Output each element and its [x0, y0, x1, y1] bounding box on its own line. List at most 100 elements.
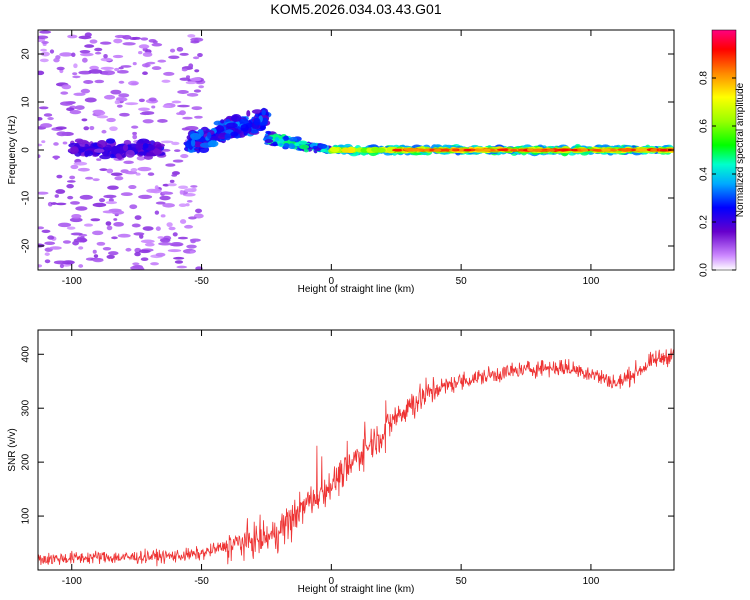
- spectrogram-cell: [659, 148, 668, 152]
- spectrogram-cell: [103, 94, 116, 100]
- spectrogram-cell: [176, 104, 190, 108]
- spectrogram-cell: [118, 93, 130, 98]
- spectrogram-xlabel: Height of straight line (km): [298, 284, 415, 295]
- spectrogram-cell: [265, 130, 272, 134]
- spectrogram-cell: [172, 232, 178, 237]
- spectrogram-cell: [188, 63, 194, 69]
- spectrogram-cell: [114, 99, 120, 105]
- spectrogram-cell: [124, 102, 139, 106]
- spectrogram-cell: [71, 52, 76, 58]
- spectrogram-cell: [392, 148, 403, 152]
- spectrogram-cell: [62, 240, 72, 244]
- spectrogram-cell: [142, 71, 148, 76]
- spectrogram-cell: [318, 143, 328, 149]
- spectrogram-cell: [107, 185, 119, 190]
- spectrogram-cell: [162, 203, 175, 208]
- spectrogram-cell: [125, 149, 135, 158]
- spectrogram-cell: [185, 81, 197, 85]
- spectrogram-cell: [115, 153, 122, 159]
- spectrogram-cell: [67, 34, 78, 39]
- spectrogram-cell: [99, 41, 112, 45]
- snr-series-line: [38, 348, 674, 567]
- spectrogram-cell: [341, 147, 351, 153]
- snr-frame: [37, 329, 675, 571]
- spectrogram-cell: [99, 168, 108, 171]
- spectrogram-cell: [134, 215, 142, 220]
- spectrogram-cell: [129, 204, 138, 210]
- spectrogram-cell: [186, 92, 199, 97]
- spectrogram-cell: [123, 160, 134, 164]
- spectrogram-cell: [650, 148, 658, 152]
- spectrogram-cell: [94, 47, 103, 52]
- spectrogram-cell: [161, 79, 171, 83]
- spectrogram-cell: [70, 201, 80, 205]
- spectrogram-cell: [182, 116, 193, 120]
- spectrogram-cell: [106, 254, 115, 259]
- spectrogram-cell: [166, 222, 173, 228]
- figure-title: KOM5.2026.034.03.43.G01: [270, 1, 441, 17]
- spectrogram-cell: [70, 146, 79, 155]
- spectrogram-cell: [130, 168, 138, 172]
- spectrogram-cell: [106, 168, 114, 174]
- spectrogram-cell: [297, 140, 308, 145]
- spectrogram-cell: [184, 224, 194, 229]
- spectrogram-cell: [61, 84, 72, 90]
- spectrogram-cell: [101, 129, 107, 134]
- snr-panel: -100 -50 0 50 100 100 200 300 400 Height of stra…: [7, 329, 675, 595]
- spectrogram-cell: [165, 163, 176, 167]
- spectrogram-cell: [83, 223, 94, 227]
- spectrogram-cell: [179, 52, 189, 56]
- spectrogram-cell: [207, 140, 219, 148]
- spectrogram-cell: [113, 221, 124, 227]
- spectrogram-cell: [190, 132, 202, 140]
- spectrogram-cell: [123, 139, 132, 146]
- spectrogram-cell: [67, 180, 76, 183]
- spectrogram-cell: [113, 38, 123, 44]
- spectrogram-cell: [140, 239, 155, 244]
- spectrogram-cell: [99, 154, 111, 160]
- spectrogram-cell: [134, 251, 141, 257]
- spectrogram-cell: [190, 185, 198, 188]
- spectrogram-cell: [138, 249, 151, 254]
- spectrogram-cell: [167, 249, 182, 253]
- spectrogram-cell: [55, 189, 66, 194]
- spectrogram-cell: [179, 219, 187, 224]
- spectrogram-cell: [38, 264, 43, 268]
- spectrogram-cell: [44, 241, 56, 245]
- spectrogram-cell: [72, 72, 78, 76]
- spectrogram-cell: [40, 48, 47, 52]
- spectrogram-cell: [240, 123, 249, 132]
- spectrogram-cell: [299, 144, 310, 150]
- spectrogram-cell: [170, 242, 184, 247]
- spectrogram-cell: [114, 176, 124, 181]
- colorbar-tick-label: 0.4: [699, 167, 710, 181]
- x-tick-label: -50: [194, 576, 209, 587]
- spectrogram-cell: [96, 140, 107, 148]
- spectrogram-cell: [41, 229, 51, 233]
- spectrogram-cell: [75, 206, 88, 211]
- spectrogram-cell: [138, 107, 150, 111]
- spectrogram-cell: [189, 250, 196, 254]
- spectrogram-cell: [185, 203, 190, 207]
- spectrogram-cell: [47, 235, 55, 240]
- spectrogram-cell: [128, 185, 137, 190]
- spectrogram-cell: [111, 146, 121, 155]
- spectrogram-cell: [96, 115, 109, 119]
- spectrogram-cell: [176, 47, 184, 52]
- spectrogram-cell: [53, 57, 60, 63]
- spectrogram-cell: [404, 148, 415, 151]
- spectrogram-cell: [141, 63, 151, 68]
- spectrogram-cell: [38, 226, 45, 230]
- spectrogram-cell: [67, 195, 74, 200]
- spectrogram-cell: [510, 148, 518, 152]
- x-tick-label: -100: [62, 576, 82, 587]
- spectrogram-cell: [150, 262, 159, 266]
- spectrogram-cell: [190, 138, 196, 147]
- spectrogram-cell: [84, 97, 97, 103]
- spectrogram-cell: [77, 167, 90, 172]
- spectrogram-cell: [60, 101, 73, 106]
- spectrogram-cell: [264, 139, 274, 144]
- spectrogram-cell: [100, 66, 114, 70]
- spectrogram-cell: [312, 145, 318, 150]
- spectrogram-cell: [131, 223, 141, 228]
